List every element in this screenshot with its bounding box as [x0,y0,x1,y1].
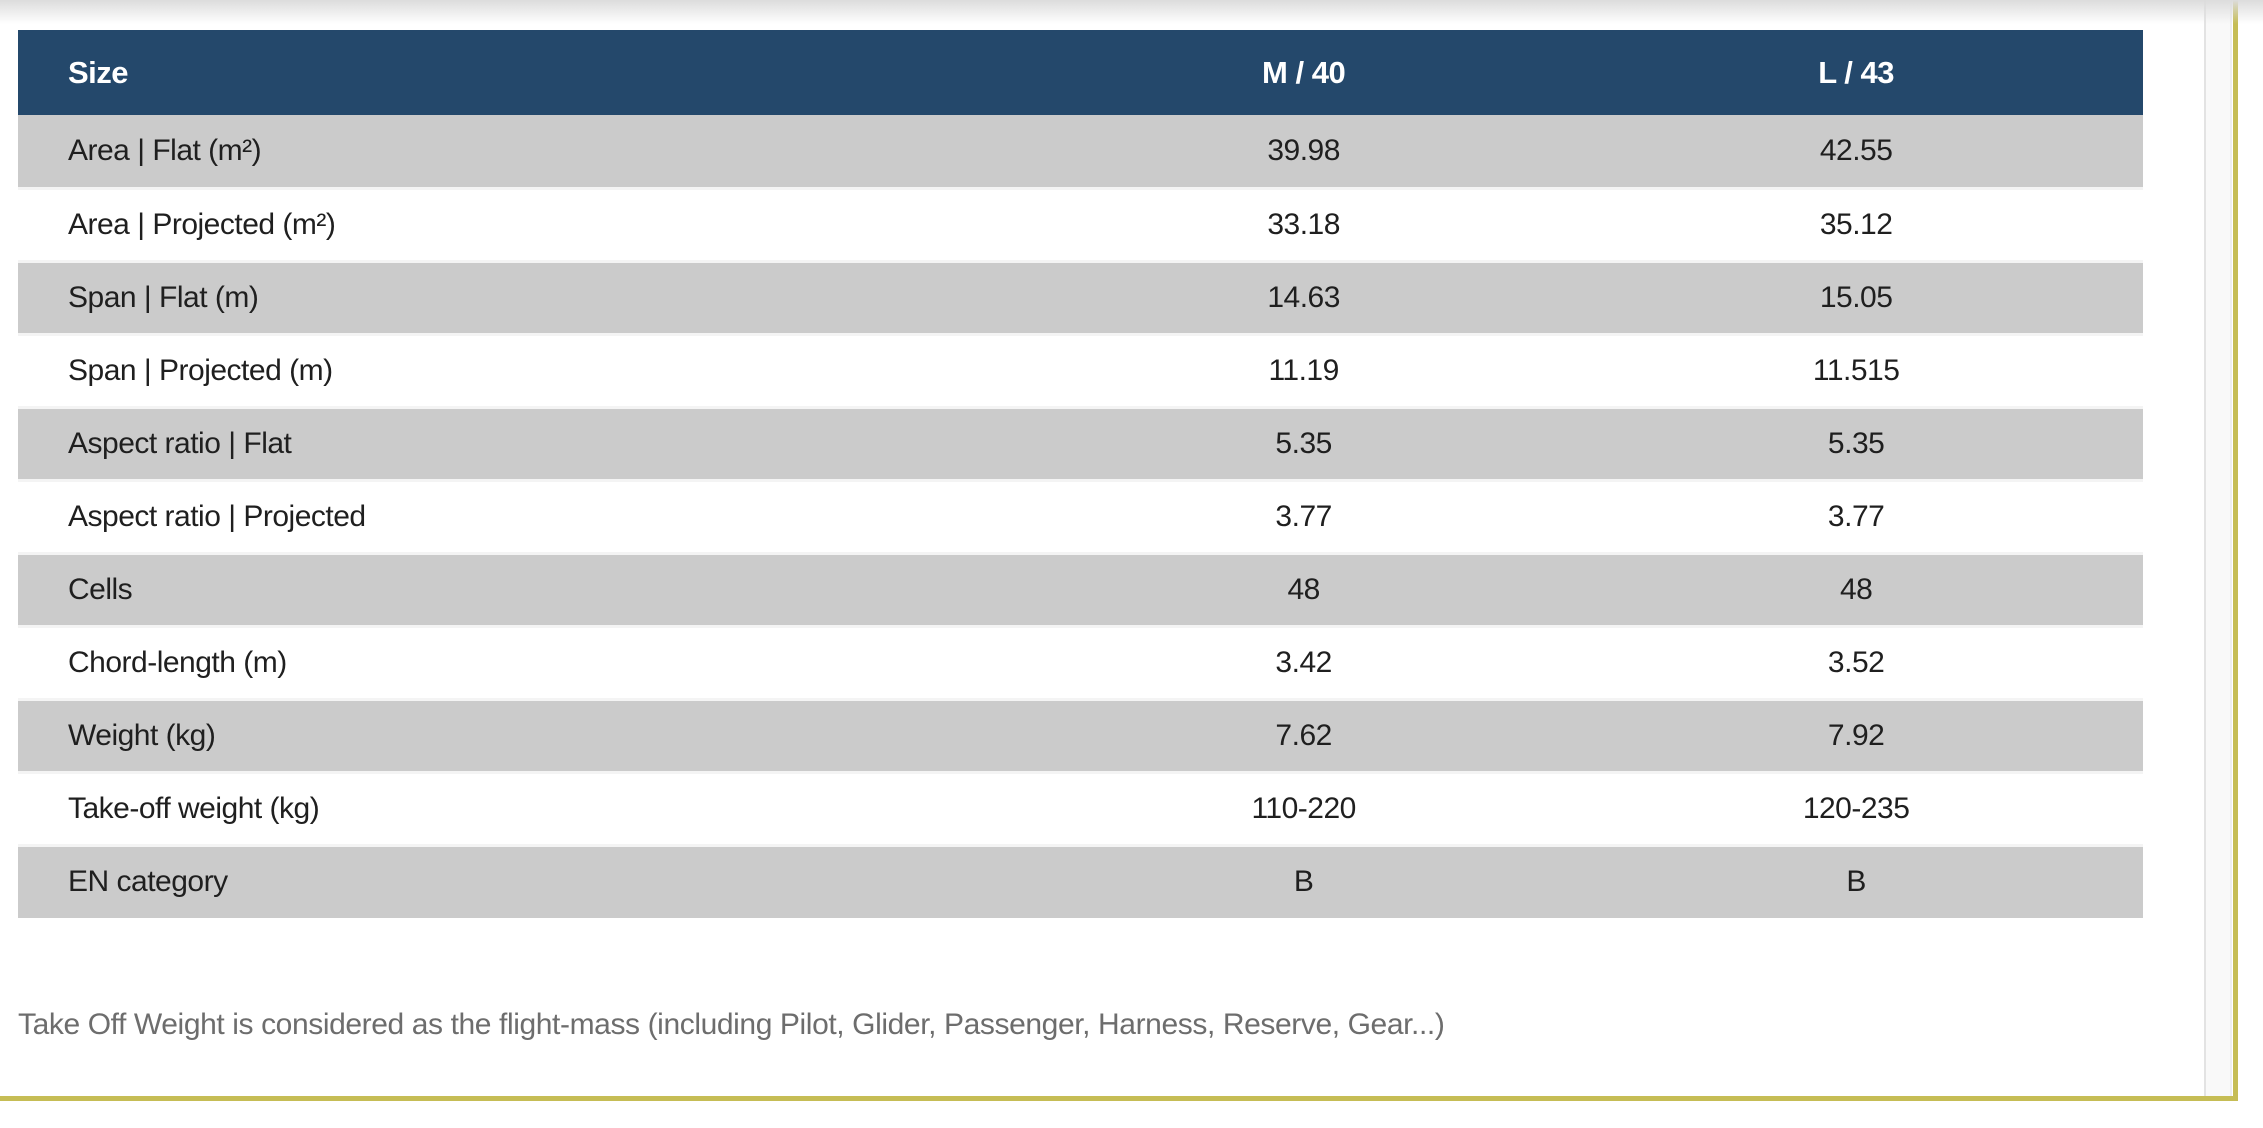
cell-value-m: 33.18 [1038,186,1570,261]
table-row: Weight (kg) 7.62 7.92 [18,697,2143,772]
footnote-text: Take Off Weight is considered as the fli… [18,1008,1445,1041]
column-header-size-l: L / 43 [1569,30,2143,115]
cell-value-l: 120-235 [1569,770,2143,845]
cell-value-l: 35.12 [1569,186,2143,261]
row-label: Area | Projected (m²) [18,186,1038,261]
row-label: Take-off weight (kg) [18,770,1038,845]
cell-value-m: 7.62 [1038,697,1570,772]
cell-value-l: 3.77 [1569,478,2143,553]
table-row: Take-off weight (kg) 110-220 120-235 [18,770,2143,845]
table-row: Aspect ratio | Flat 5.35 5.35 [18,405,2143,480]
spec-table-body: Area | Flat (m²) 39.98 42.55 Area | Proj… [18,115,2143,918]
cell-value-m: 48 [1038,551,1570,626]
column-header-size: Size [18,30,1038,115]
cell-value-l: 3.52 [1569,624,2143,699]
spec-table: Size M / 40 L / 43 Area | Flat (m²) 39.9… [18,30,2143,918]
spec-table-container: Size M / 40 L / 43 Area | Flat (m²) 39.9… [18,30,2143,918]
table-row: Span | Projected (m) 11.19 11.515 [18,332,2143,407]
table-row: EN category B B [18,843,2143,918]
cell-value-l: 7.92 [1569,697,2143,772]
page-bottom-border [0,1096,2238,1101]
table-row: Cells 48 48 [18,551,2143,626]
cell-value-m: 14.63 [1038,259,1570,334]
cell-value-m: 5.35 [1038,405,1570,480]
cell-value-m: 3.42 [1038,624,1570,699]
row-label: Aspect ratio | Flat [18,405,1038,480]
cell-value-l: 15.05 [1569,259,2143,334]
row-label: Weight (kg) [18,697,1038,772]
column-header-size-m: M / 40 [1038,30,1570,115]
row-label: Chord-length (m) [18,624,1038,699]
row-label: EN category [18,843,1038,918]
top-shadow-gradient [0,0,2263,24]
table-row: Area | Flat (m²) 39.98 42.55 [18,115,2143,188]
row-label: Span | Projected (m) [18,332,1038,407]
cell-value-l: B [1569,843,2143,918]
scrollbar-track[interactable] [2204,0,2232,1096]
cell-value-m: 11.19 [1038,332,1570,407]
page-right-border [2233,0,2238,1101]
cell-value-l: 5.35 [1569,405,2143,480]
cell-value-l: 48 [1569,551,2143,626]
table-row: Span | Flat (m) 14.63 15.05 [18,259,2143,334]
table-row: Area | Projected (m²) 33.18 35.12 [18,186,2143,261]
cell-value-m: 3.77 [1038,478,1570,553]
header-row: Size M / 40 L / 43 [18,30,2143,115]
cell-value-l: 11.515 [1569,332,2143,407]
row-label: Area | Flat (m²) [18,115,1038,188]
row-label: Span | Flat (m) [18,259,1038,334]
cell-value-m: 110-220 [1038,770,1570,845]
cell-value-l: 42.55 [1569,115,2143,188]
table-row: Aspect ratio | Projected 3.77 3.77 [18,478,2143,553]
row-label: Cells [18,551,1038,626]
cell-value-m: 39.98 [1038,115,1570,188]
table-row: Chord-length (m) 3.42 3.52 [18,624,2143,699]
cell-value-m: B [1038,843,1570,918]
row-label: Aspect ratio | Projected [18,478,1038,553]
